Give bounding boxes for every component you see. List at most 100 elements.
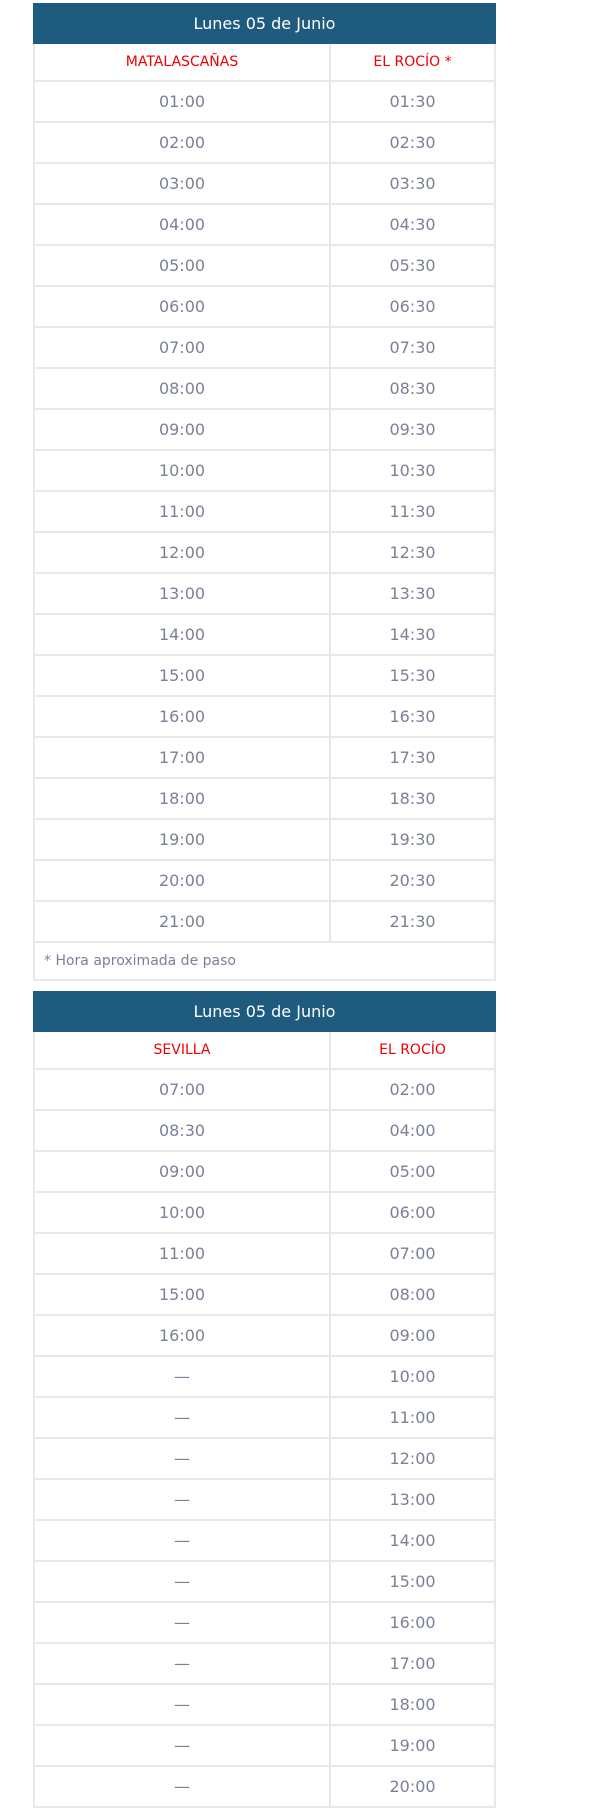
departure-time: 01:00: [33, 80, 331, 123]
table-row: 02:00 02:30: [33, 121, 496, 164]
table-row: 15:00 15:30: [33, 654, 496, 697]
column-header-destination: EL ROCÍO *: [329, 42, 496, 82]
table-row: 01:00 01:30: [33, 80, 496, 123]
table-row: 07:00 07:30: [33, 326, 496, 369]
arrival-time: 15:30: [329, 654, 496, 697]
departure-time: —: [33, 1437, 331, 1480]
arrival-time: 18:30: [329, 777, 496, 820]
arrival-time: 05:00: [329, 1150, 496, 1193]
arrival-time: 08:30: [329, 367, 496, 410]
departure-time: 21:00: [33, 900, 331, 943]
table-row: 10:00 06:00: [33, 1191, 496, 1234]
departure-time: —: [33, 1355, 331, 1398]
departure-time: —: [33, 1683, 331, 1726]
arrival-time: 02:30: [329, 121, 496, 164]
departure-time: 08:30: [33, 1109, 331, 1152]
arrival-time: 14:30: [329, 613, 496, 656]
arrival-time: 01:30: [329, 80, 496, 123]
arrival-time: 07:30: [329, 326, 496, 369]
arrival-time: 21:30: [329, 900, 496, 943]
table-row: —19:00: [33, 1724, 496, 1767]
arrival-time: 16:30: [329, 695, 496, 738]
departure-time: 08:00: [33, 367, 331, 410]
table-row: 08:30 04:00: [33, 1109, 496, 1152]
departure-time: 11:00: [33, 490, 331, 533]
arrival-time: 07:00: [329, 1232, 496, 1275]
arrival-time: 11:30: [329, 490, 496, 533]
departure-time: —: [33, 1478, 331, 1521]
departure-time: 11:00: [33, 1232, 331, 1275]
table-row: 16:00 09:00: [33, 1314, 496, 1357]
table-row: 13:00 13:30: [33, 572, 496, 615]
departure-time: 16:00: [33, 695, 331, 738]
arrival-time: 02:00: [329, 1068, 496, 1111]
arrival-time: 06:00: [329, 1191, 496, 1234]
column-header-origin: SEVILLA: [33, 1030, 331, 1070]
departure-time: —: [33, 1765, 331, 1808]
departure-time: 14:00: [33, 613, 331, 656]
arrival-time: 18:00: [329, 1683, 496, 1726]
arrival-time: 11:00: [329, 1396, 496, 1439]
departure-time: —: [33, 1560, 331, 1603]
table-row: 03:00 03:30: [33, 162, 496, 205]
arrival-time: 17:00: [329, 1642, 496, 1685]
departure-time: 02:00: [33, 121, 331, 164]
arrival-time: 04:30: [329, 203, 496, 246]
arrival-time: 19:00: [329, 1724, 496, 1767]
departure-time: 13:00: [33, 572, 331, 615]
arrival-time: 03:30: [329, 162, 496, 205]
table-row: 15:00 08:00: [33, 1273, 496, 1316]
arrival-time: 10:30: [329, 449, 496, 492]
table-row: 20:00 20:30: [33, 859, 496, 902]
arrival-time: 19:30: [329, 818, 496, 861]
table-row: 11:00 11:30: [33, 490, 496, 533]
departure-time: 19:00: [33, 818, 331, 861]
departure-time: —: [33, 1724, 331, 1767]
schedule-date-title: Lunes 05 de Junio: [33, 991, 496, 1032]
arrival-time: 04:00: [329, 1109, 496, 1152]
arrival-time: 06:30: [329, 285, 496, 328]
schedule-date-title: Lunes 05 de Junio: [33, 3, 496, 44]
departure-time: 09:00: [33, 1150, 331, 1193]
departure-time: 15:00: [33, 654, 331, 697]
footnote: * Hora aproximada de paso: [33, 941, 496, 981]
table-row: —15:00: [33, 1560, 496, 1603]
departure-time: 05:00: [33, 244, 331, 287]
table-row: 21:00 21:30: [33, 900, 496, 943]
table-row: 05:00 05:30: [33, 244, 496, 287]
departure-time: 20:00: [33, 859, 331, 902]
table-row: —12:00: [33, 1437, 496, 1480]
arrival-time: 20:00: [329, 1765, 496, 1808]
table-row: 16:00 16:30: [33, 695, 496, 738]
arrival-time: 14:00: [329, 1519, 496, 1562]
arrival-time: 16:00: [329, 1601, 496, 1644]
table-row: 19:00 19:30: [33, 818, 496, 861]
departure-time: 06:00: [33, 285, 331, 328]
departure-time: 10:00: [33, 449, 331, 492]
table-row: 09:00 09:30: [33, 408, 496, 451]
table-row: 06:00 06:30: [33, 285, 496, 328]
table-row: —14:00: [33, 1519, 496, 1562]
table-row: 12:00 12:30: [33, 531, 496, 574]
arrival-time: 15:00: [329, 1560, 496, 1603]
departure-time: —: [33, 1396, 331, 1439]
arrival-time: 12:00: [329, 1437, 496, 1480]
departure-time: 10:00: [33, 1191, 331, 1234]
arrival-time: 10:00: [329, 1355, 496, 1398]
departure-time: —: [33, 1519, 331, 1562]
departure-time: 07:00: [33, 326, 331, 369]
departure-time: 17:00: [33, 736, 331, 779]
table-row: 07:00 02:00: [33, 1068, 496, 1111]
table-row: —13:00: [33, 1478, 496, 1521]
table-row: —20:00: [33, 1765, 496, 1808]
departure-time: —: [33, 1601, 331, 1644]
table-row: 04:00 04:30: [33, 203, 496, 246]
schedule-table-sevilla: Lunes 05 de Junio SEVILLA EL ROCÍO 07:00…: [33, 991, 496, 1808]
departure-time: 12:00: [33, 531, 331, 574]
column-header-destination: EL ROCÍO: [329, 1030, 496, 1070]
arrival-time: 13:00: [329, 1478, 496, 1521]
arrival-time: 08:00: [329, 1273, 496, 1316]
arrival-time: 13:30: [329, 572, 496, 615]
departure-time: 15:00: [33, 1273, 331, 1316]
departure-time: 16:00: [33, 1314, 331, 1357]
